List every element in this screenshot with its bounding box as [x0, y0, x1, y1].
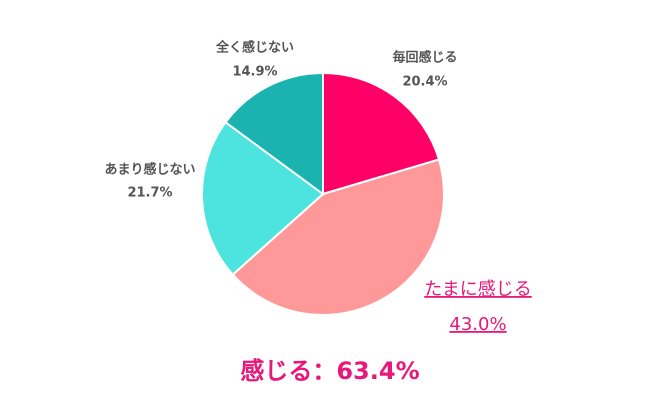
- annotation: 感じる：63.4%: [240, 357, 419, 385]
- slice-label: 毎回感じる: [392, 50, 457, 66]
- slice-value-label: 20.4%: [402, 75, 447, 90]
- slice-label: あまり感じない: [104, 162, 195, 178]
- slice-value-label: 43.0%: [449, 314, 506, 335]
- pie-slice: [322, 71, 441, 196]
- slice-label: 全く感じない: [215, 40, 294, 56]
- pie-slice: [224, 71, 324, 196]
- pie-slice: [201, 120, 325, 276]
- pie-slice: [231, 158, 445, 316]
- slice-label: たまに感じる: [424, 279, 531, 300]
- slice-value-label: 14.9%: [232, 65, 277, 80]
- slice-value-label: 21.7%: [127, 186, 172, 201]
